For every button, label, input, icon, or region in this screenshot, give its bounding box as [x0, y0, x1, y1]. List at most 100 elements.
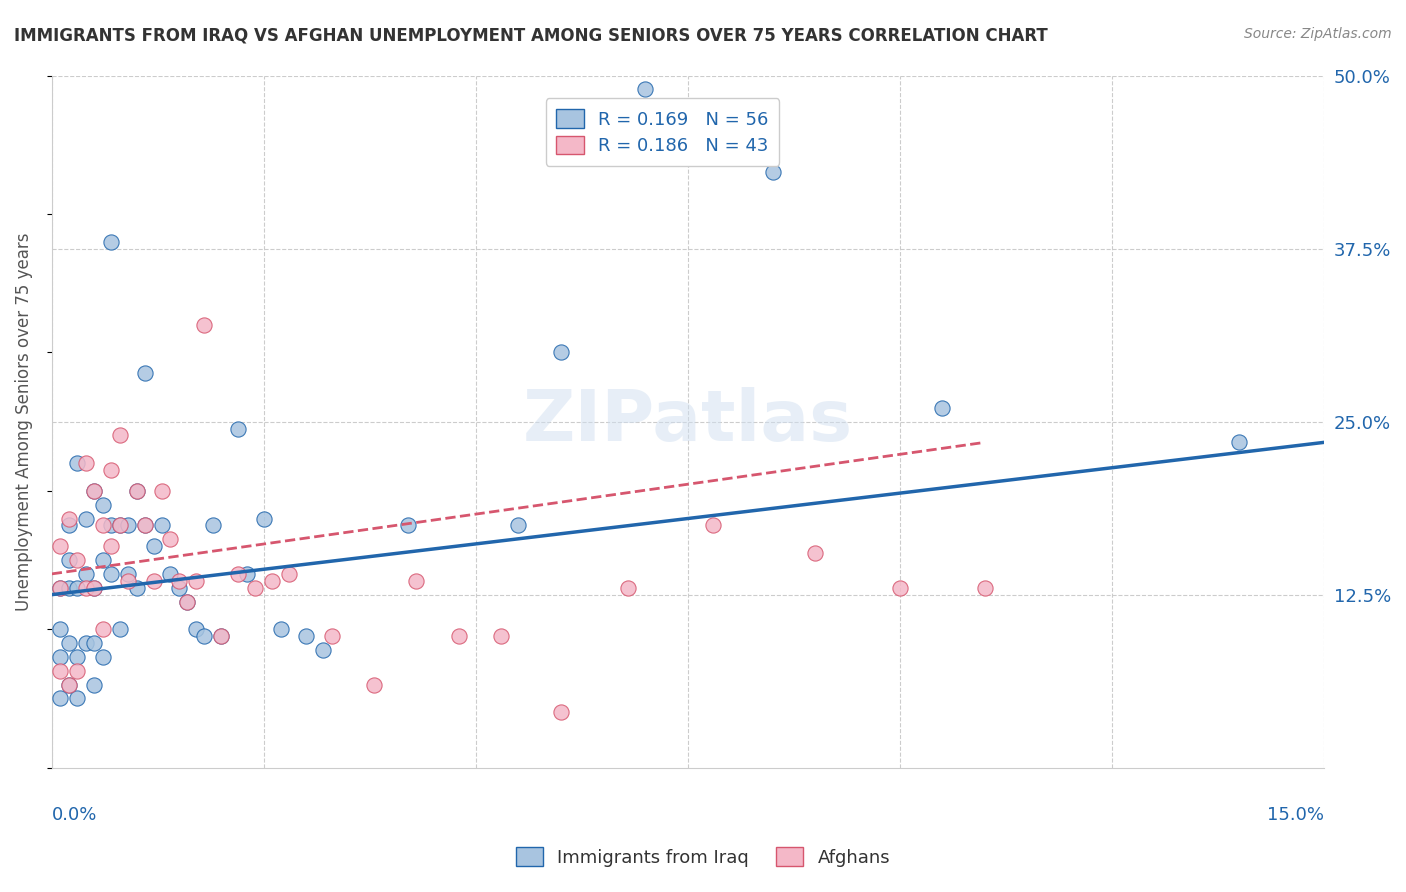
Point: [49, 691, 72, 706]
Point: [634, 82, 657, 96]
Point: [83, 483, 105, 498]
Point: [159, 533, 181, 547]
Point: [702, 518, 724, 533]
Point: [228, 421, 250, 435]
Point: [117, 574, 139, 588]
Point: [58, 553, 80, 567]
Point: [75, 456, 97, 470]
Point: [66, 691, 89, 706]
Point: [262, 574, 284, 588]
Point: [167, 574, 190, 588]
Point: [58, 636, 80, 650]
Point: [66, 664, 89, 678]
Point: [312, 643, 335, 657]
Point: [100, 566, 122, 581]
Point: [973, 581, 995, 595]
Point: [49, 581, 72, 595]
Text: 0.0%: 0.0%: [52, 805, 97, 824]
Point: [91, 553, 114, 567]
Point: [447, 629, 470, 643]
Legend: Immigrants from Iraq, Afghans: Immigrants from Iraq, Afghans: [509, 840, 897, 874]
Text: Source: ZipAtlas.com: Source: ZipAtlas.com: [1244, 27, 1392, 41]
Point: [125, 483, 148, 498]
Point: [100, 235, 122, 249]
Point: [83, 483, 105, 498]
Point: [134, 366, 156, 380]
Point: [193, 629, 215, 643]
Point: [253, 511, 276, 525]
Point: [931, 401, 953, 415]
Point: [550, 706, 572, 720]
Point: [108, 622, 131, 636]
Text: ZIPatlas: ZIPatlas: [523, 387, 853, 456]
Point: [142, 574, 165, 588]
Point: [405, 574, 427, 588]
Point: [125, 581, 148, 595]
Point: [150, 483, 173, 498]
Point: [58, 678, 80, 692]
Point: [134, 518, 156, 533]
Point: [209, 629, 232, 643]
Point: [49, 539, 72, 553]
Point: [66, 581, 89, 595]
Point: [134, 518, 156, 533]
Point: [176, 594, 198, 608]
Point: [58, 511, 80, 525]
Point: [142, 539, 165, 553]
Point: [91, 622, 114, 636]
Point: [58, 581, 80, 595]
Point: [508, 518, 530, 533]
Text: 15.0%: 15.0%: [1267, 805, 1324, 824]
Point: [100, 518, 122, 533]
Point: [75, 566, 97, 581]
Point: [804, 546, 827, 560]
Point: [49, 581, 72, 595]
Point: [396, 518, 419, 533]
Point: [117, 566, 139, 581]
Point: [617, 581, 640, 595]
Point: [83, 636, 105, 650]
Point: [108, 428, 131, 442]
Point: [58, 518, 80, 533]
Point: [49, 664, 72, 678]
Point: [159, 566, 181, 581]
Point: [193, 318, 215, 332]
Point: [75, 511, 97, 525]
Point: [491, 629, 513, 643]
Point: [236, 566, 259, 581]
Point: [91, 518, 114, 533]
Point: [270, 622, 292, 636]
Point: [83, 581, 105, 595]
Point: [125, 483, 148, 498]
Point: [49, 649, 72, 664]
Point: [762, 165, 785, 179]
Y-axis label: Unemployment Among Seniors over 75 years: Unemployment Among Seniors over 75 years: [15, 232, 32, 611]
Point: [75, 581, 97, 595]
Point: [201, 518, 224, 533]
Point: [184, 622, 207, 636]
Point: [278, 566, 301, 581]
Point: [100, 463, 122, 477]
Point: [245, 581, 267, 595]
Point: [889, 581, 911, 595]
Point: [58, 678, 80, 692]
Point: [550, 345, 572, 359]
Point: [75, 636, 97, 650]
Text: IMMIGRANTS FROM IRAQ VS AFGHAN UNEMPLOYMENT AMONG SENIORS OVER 75 YEARS CORRELAT: IMMIGRANTS FROM IRAQ VS AFGHAN UNEMPLOYM…: [14, 27, 1047, 45]
Point: [363, 678, 385, 692]
Point: [91, 649, 114, 664]
Point: [49, 622, 72, 636]
Point: [100, 539, 122, 553]
Point: [228, 566, 250, 581]
Legend: R = 0.169   N = 56, R = 0.186   N = 43: R = 0.169 N = 56, R = 0.186 N = 43: [546, 98, 779, 166]
Point: [108, 518, 131, 533]
Point: [108, 518, 131, 533]
Point: [184, 574, 207, 588]
Point: [321, 629, 343, 643]
Point: [83, 678, 105, 692]
Point: [66, 456, 89, 470]
Point: [167, 581, 190, 595]
Point: [117, 518, 139, 533]
Point: [1227, 435, 1250, 450]
Point: [66, 649, 89, 664]
